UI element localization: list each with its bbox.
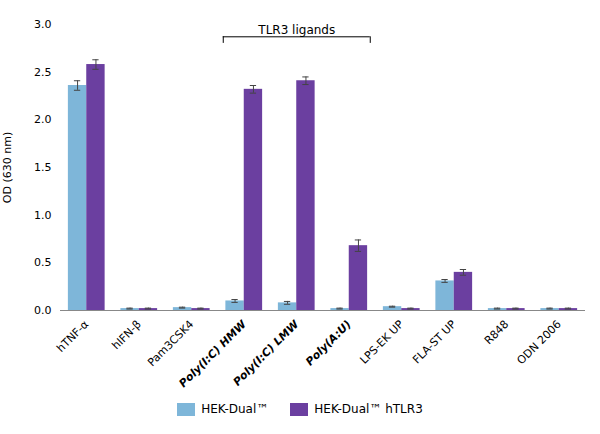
svg-text:OD (630 nm): OD (630 nm) bbox=[1, 132, 14, 203]
svg-text:R848: R848 bbox=[482, 318, 511, 347]
svg-text:ODN 2006: ODN 2006 bbox=[514, 318, 563, 367]
svg-text:3.0: 3.0 bbox=[34, 18, 52, 31]
svg-text:Poly(I:C) HMW: Poly(I:C) HMW bbox=[176, 317, 249, 391]
svg-text:Pam3CSK4: Pam3CSK4 bbox=[145, 318, 196, 369]
html-text:HEK-Dual™: HEK-Dual™ bbox=[201, 402, 269, 416]
svg-text:0.5: 0.5 bbox=[34, 256, 52, 269]
svg-text:Poly(I:C) LMW: Poly(I:C) LMW bbox=[231, 317, 302, 388]
svg-text:Poly(A:U): Poly(A:U) bbox=[303, 318, 354, 369]
svg-text:LPS-EK UP: LPS-EK UP bbox=[358, 317, 407, 366]
svg-text:1.0: 1.0 bbox=[34, 209, 52, 222]
svg-text:TLR3 ligands: TLR3 ligands bbox=[257, 23, 335, 37]
html-text:HEK-Dual™ hTLR3: HEK-Dual™ hTLR3 bbox=[314, 402, 423, 416]
svg-text:hIFN-β: hIFN-β bbox=[109, 318, 143, 352]
svg-text:hTNF-α: hTNF-α bbox=[54, 318, 91, 355]
svg-text:FLA-ST UP: FLA-ST UP bbox=[410, 317, 459, 366]
svg-text:2.5: 2.5 bbox=[34, 66, 52, 79]
svg-text:2.0: 2.0 bbox=[34, 113, 52, 126]
svg-text:0.0: 0.0 bbox=[34, 304, 52, 317]
svg-text:1.5: 1.5 bbox=[34, 161, 52, 174]
